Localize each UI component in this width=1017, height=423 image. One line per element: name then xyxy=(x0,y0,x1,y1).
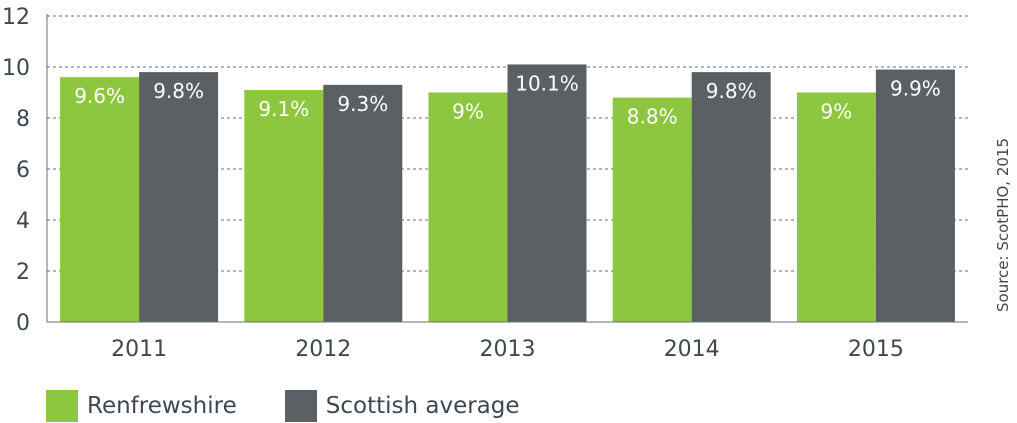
bar-renfrewshire-2015 xyxy=(796,92,876,322)
y-axis: 0 2 4 6 8 10 12 xyxy=(2,5,48,336)
x-tick-label: 2014 xyxy=(664,337,720,362)
bar-scottish-average-2015 xyxy=(875,69,955,322)
bar-scottish-average-2011 xyxy=(139,72,219,322)
x-tick-label: 2015 xyxy=(848,337,904,362)
legend-item-renfrewshire: Renfrewshire xyxy=(46,390,237,422)
bar-value-label: 9.8% xyxy=(706,79,757,103)
bar-chart: 0 2 4 6 8 10 12 9.6% 9.8% 9.1% 9.3% 9% 10.1% 8.8% 9.8… xyxy=(2,5,968,362)
legend-label-scottish-average: Scottish average xyxy=(325,393,520,419)
y-tick-label: 0 xyxy=(16,311,30,336)
bar-value-label: 9% xyxy=(821,100,853,124)
bar-value-label: 8.8% xyxy=(627,105,678,129)
source-note: Source: ScotPHO, 2015 xyxy=(994,138,1012,312)
bar-scottish-average-2012 xyxy=(323,84,403,322)
y-tick-label: 6 xyxy=(16,158,30,183)
x-tick-label: 2011 xyxy=(111,337,167,362)
bar-value-label: 9.9% xyxy=(890,77,941,101)
x-axis: 2011 2012 2013 2014 2015 xyxy=(47,321,968,362)
bar-value-label: 9.6% xyxy=(74,84,125,108)
legend: Renfrewshire Scottish average xyxy=(46,390,568,422)
bar-value-label: 9.8% xyxy=(153,79,204,103)
y-tick-label: 12 xyxy=(2,5,30,30)
bars: 9.6% 9.8% 9.1% 9.3% 9% 10.1% 8.8% 9.8% 9% 9.9% xyxy=(60,64,955,322)
bar-renfrewshire-2012 xyxy=(244,89,324,322)
bar-renfrewshire-2013 xyxy=(428,92,508,322)
y-tick-label: 8 xyxy=(16,107,30,132)
bar-scottish-average-2014 xyxy=(691,72,771,322)
y-tick-label: 4 xyxy=(16,209,30,234)
bar-scottish-average-2013 xyxy=(507,64,587,322)
y-tick-label: 2 xyxy=(16,260,30,285)
bar-value-label: 10.1% xyxy=(515,71,579,95)
x-tick-label: 2012 xyxy=(295,337,351,362)
source-text: Source: ScotPHO, 2015 xyxy=(994,138,1012,312)
bar-value-label: 9.3% xyxy=(337,92,388,116)
x-tick-label: 2013 xyxy=(480,337,536,362)
y-tick-label: 10 xyxy=(2,56,30,81)
legend-swatch-renfrewshire xyxy=(46,390,78,422)
bar-renfrewshire-2014 xyxy=(612,97,692,322)
legend-item-scottish-average: Scottish average xyxy=(284,390,520,422)
legend-swatch-scottish-average xyxy=(284,390,317,422)
legend-label-renfrewshire: Renfrewshire xyxy=(87,393,237,419)
bar-renfrewshire-2011 xyxy=(60,77,140,322)
bar-value-label: 9% xyxy=(452,100,484,124)
bar-value-label: 9.1% xyxy=(258,97,309,121)
